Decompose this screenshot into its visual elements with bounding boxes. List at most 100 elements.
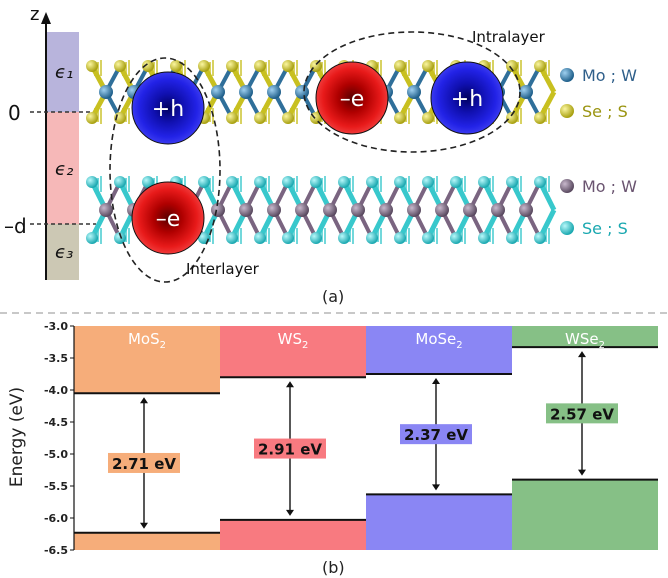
gap-arrowhead [432,484,440,491]
metal-atom [351,203,365,217]
metal-atom [239,85,253,99]
z-axis-arrowhead [41,12,51,24]
legend-label-bottom-metal: Mo ; W [582,177,637,196]
chalcogen-atom [478,176,490,188]
interlayer-label: Interlayer [186,260,260,278]
panel-a: z 0 –d ϵ₁ ϵ₂ ϵ₃ +h –e –e +h In [4,4,637,306]
chalcogen-atom [366,232,378,244]
material-label: WSe2 [565,330,605,351]
chalcogen-atom [310,176,322,188]
chalcogen-atom [86,60,98,72]
intralayer-electron: –e [315,61,389,135]
chalcogen-atom [422,232,434,244]
chalcogen-atom [506,176,518,188]
metal-atom [407,85,421,99]
chalcogen-atom [86,112,98,124]
gap-arrowhead [140,397,148,404]
dielectric-label-3: ϵ₃ [55,242,73,263]
chalcogen-atom [450,232,462,244]
legend-marker-bottom-chalcogen [560,221,574,235]
chalcogen-atom [198,60,210,72]
panel-b-caption: (b) [322,558,345,577]
chalcogen-atom [198,176,210,188]
panel-b: MoS2 2.71 eV WS2 2.91 eV MoSe2 2.37 eV WSe2 2.5… [7,320,658,577]
chalcogen-atom [282,176,294,188]
chalcogen-atom [534,176,546,188]
tick-label-zero: 0 [8,101,21,125]
chalcogen-atom [422,60,434,72]
gap-arrowhead [286,381,294,388]
valence-band-block [366,494,512,550]
y-tick-label: -4.0 [44,384,68,397]
intralayer-label: Intralayer [472,28,546,46]
metal-atom [99,85,113,99]
chalcogen-atom [422,112,434,124]
z-axis-label: z [30,4,39,25]
chalcogen-atom [226,112,238,124]
chalcogen-atom [226,60,238,72]
legend-label-top-metal: Mo ; W [582,66,637,85]
gap-label-bg [254,438,326,459]
chalcogen-atom [338,176,350,188]
legend-label-top-chalcogen: Se ; S [582,102,628,121]
gap-label-bg [546,403,618,424]
panel-a-caption: (a) [322,287,344,306]
chalcogen-atom [506,232,518,244]
material-label: WS2 [278,330,309,351]
legend-marker-top-metal [560,68,574,82]
chalcogen-atom [282,112,294,124]
gap-arrowhead [432,378,440,384]
intralayer-exciton-ellipse [303,31,521,153]
chalcogen-atom [114,232,126,244]
chalcogen-atom [282,60,294,72]
chalcogen-atom [254,60,266,72]
gap-label: 2.37 eV [404,426,468,444]
material-label: MoSe2 [415,330,462,351]
chalcogen-atom [282,232,294,244]
metal-atom [323,203,337,217]
valence-band-block [220,519,366,550]
chalcogen-atom [394,232,406,244]
chalcogen-atom [254,112,266,124]
atom-legend: Mo ; W Se ; S Mo ; W Se ; S [560,66,637,238]
gap-arrowhead [286,509,294,516]
metal-atom [267,85,281,99]
interlayer-hole: +h [131,71,205,145]
metal-atom [267,203,281,217]
electron-label: –e [156,207,181,232]
conduction-band-block [220,326,366,378]
metal-atom [407,203,421,217]
metal-atom [519,203,533,217]
gap-arrowhead [578,351,586,358]
gap-label-bg [400,424,472,445]
legend-marker-bottom-metal [560,179,574,193]
chalcogen-atom [338,232,350,244]
electron-label: –e [340,87,365,112]
chalcogen-atom [310,232,322,244]
chalcogen-atom [114,60,126,72]
conduction-band-block [366,326,512,374]
gap-label: 2.91 eV [258,441,322,459]
metal-atom [99,203,113,217]
chalcogen-atom [394,112,406,124]
chalcogen-atom [394,60,406,72]
gap-label-bg [108,452,180,473]
y-tick-label: -3.5 [44,352,68,365]
chalcogen-atom [86,232,98,244]
y-tick-label: -3.0 [44,320,68,333]
chalcogen-atom [142,60,154,72]
y-tick-label: -5.5 [44,480,68,493]
chalcogen-atom [478,232,490,244]
valence-band-block [74,532,220,550]
band-alignment-chart: MoS2 2.71 eV WS2 2.91 eV MoSe2 2.37 eV WSe2 2.5… [44,320,658,557]
chalcogen-atom [86,176,98,188]
chalcogen-atom [534,112,546,124]
tick-label-minus-d: –d [4,214,27,238]
y-tick-label: -5.0 [44,448,68,461]
metal-atom [239,203,253,217]
legend-marker-top-chalcogen [560,104,574,118]
metal-atom [463,203,477,217]
dielectric-label-2: ϵ₂ [55,159,73,180]
metal-atom [435,203,449,217]
